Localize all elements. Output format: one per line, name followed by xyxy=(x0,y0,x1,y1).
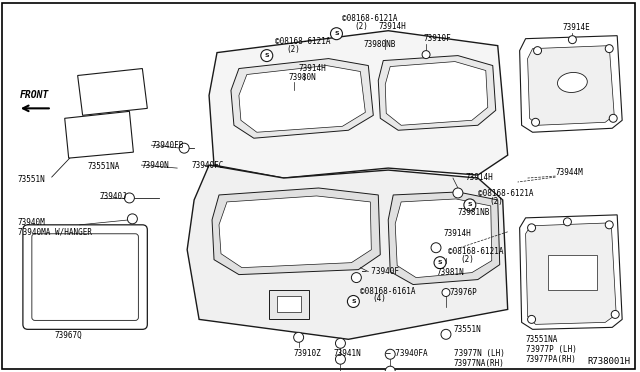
Polygon shape xyxy=(219,196,371,267)
Polygon shape xyxy=(525,223,616,324)
Text: 73976P: 73976P xyxy=(450,288,477,296)
Circle shape xyxy=(434,257,446,269)
Text: 73940M: 73940M xyxy=(18,218,45,227)
Circle shape xyxy=(441,329,451,339)
Text: 73914H: 73914H xyxy=(444,229,472,238)
Text: ©08168-6121A: ©08168-6121A xyxy=(275,36,330,46)
Circle shape xyxy=(431,243,441,253)
Text: (4): (4) xyxy=(372,295,386,304)
Circle shape xyxy=(605,45,613,52)
Text: ©08168-6121A: ©08168-6121A xyxy=(448,247,504,256)
Polygon shape xyxy=(239,65,365,132)
Polygon shape xyxy=(520,36,622,132)
Circle shape xyxy=(335,354,346,364)
Text: – 73940F: – 73940F xyxy=(362,267,399,276)
Polygon shape xyxy=(231,58,373,138)
Text: 73551NA: 73551NA xyxy=(525,335,558,344)
Text: ©08168-6161A: ©08168-6161A xyxy=(360,286,416,295)
Circle shape xyxy=(261,49,273,62)
Circle shape xyxy=(605,221,613,229)
Text: 73977P (LH): 73977P (LH) xyxy=(525,345,577,354)
Circle shape xyxy=(294,332,303,342)
Circle shape xyxy=(532,118,540,126)
Text: 73981NB: 73981NB xyxy=(458,208,490,217)
Circle shape xyxy=(563,218,572,226)
Polygon shape xyxy=(547,255,597,289)
Circle shape xyxy=(124,193,134,203)
Circle shape xyxy=(351,273,362,283)
Circle shape xyxy=(453,188,463,198)
Circle shape xyxy=(464,199,476,211)
Text: S: S xyxy=(264,53,269,58)
Circle shape xyxy=(611,310,619,318)
Circle shape xyxy=(330,28,342,40)
Circle shape xyxy=(568,36,577,44)
Text: 73940MA W/HANGER: 73940MA W/HANGER xyxy=(18,228,92,237)
Circle shape xyxy=(385,349,396,359)
Polygon shape xyxy=(385,62,488,125)
Polygon shape xyxy=(187,165,508,339)
Text: R738001H: R738001H xyxy=(588,357,630,366)
Text: FRONT: FRONT xyxy=(20,90,49,100)
Circle shape xyxy=(609,114,617,122)
Circle shape xyxy=(422,51,430,58)
Text: 73940J: 73940J xyxy=(100,192,127,202)
Text: 73914H: 73914H xyxy=(466,173,493,182)
Polygon shape xyxy=(209,31,508,178)
Text: ©08168-6121A: ©08168-6121A xyxy=(478,189,533,198)
Circle shape xyxy=(527,315,536,323)
Circle shape xyxy=(127,214,138,224)
Text: 73981N: 73981N xyxy=(436,267,464,277)
FancyBboxPatch shape xyxy=(32,234,138,320)
Polygon shape xyxy=(276,296,301,312)
FancyBboxPatch shape xyxy=(23,225,147,329)
Text: S: S xyxy=(334,31,339,36)
Text: 73977PA(RH): 73977PA(RH) xyxy=(525,355,577,364)
Circle shape xyxy=(179,143,189,153)
Text: 73977N (LH): 73977N (LH) xyxy=(454,349,505,358)
Text: (2): (2) xyxy=(287,45,301,54)
Text: – 73940FA: – 73940FA xyxy=(387,349,428,358)
Circle shape xyxy=(335,338,346,348)
Text: (2): (2) xyxy=(460,255,474,264)
Text: 73967Q: 73967Q xyxy=(55,331,83,340)
Text: 73914E: 73914E xyxy=(563,23,590,32)
Text: 73940N: 73940N xyxy=(141,161,169,170)
Circle shape xyxy=(534,46,541,55)
Polygon shape xyxy=(520,215,622,329)
Text: S: S xyxy=(468,202,472,208)
Polygon shape xyxy=(527,46,614,125)
Text: 73944M: 73944M xyxy=(556,168,583,177)
Text: 73940FC: 73940FC xyxy=(191,161,223,170)
Text: 73910Z: 73910Z xyxy=(294,349,321,358)
Text: 73914H: 73914H xyxy=(378,22,406,31)
Text: (2): (2) xyxy=(355,22,368,31)
Text: 73914H: 73914H xyxy=(299,64,326,73)
Text: S: S xyxy=(438,260,442,265)
Circle shape xyxy=(442,289,450,296)
Text: 73551NA: 73551NA xyxy=(88,162,120,171)
Circle shape xyxy=(348,295,360,307)
Polygon shape xyxy=(388,192,500,285)
Text: (2): (2) xyxy=(490,197,504,206)
Ellipse shape xyxy=(557,73,588,93)
Text: 73910F: 73910F xyxy=(423,34,451,43)
Text: 73980N: 73980N xyxy=(289,74,316,83)
Polygon shape xyxy=(396,199,492,278)
Text: 73940FB: 73940FB xyxy=(151,141,184,150)
Circle shape xyxy=(527,224,536,232)
Polygon shape xyxy=(212,188,380,275)
Polygon shape xyxy=(378,55,496,130)
Text: 73551N: 73551N xyxy=(454,325,482,334)
Circle shape xyxy=(385,366,396,372)
Text: 73941N: 73941N xyxy=(333,349,361,358)
Polygon shape xyxy=(77,68,147,115)
Polygon shape xyxy=(65,111,133,158)
Polygon shape xyxy=(269,289,308,320)
Text: 73977NA(RH): 73977NA(RH) xyxy=(454,359,505,368)
Text: S: S xyxy=(351,299,356,304)
Text: 73980NB: 73980NB xyxy=(364,40,396,49)
Text: 73551N: 73551N xyxy=(18,175,45,184)
Text: ©08168-6121A: ©08168-6121A xyxy=(342,14,398,23)
